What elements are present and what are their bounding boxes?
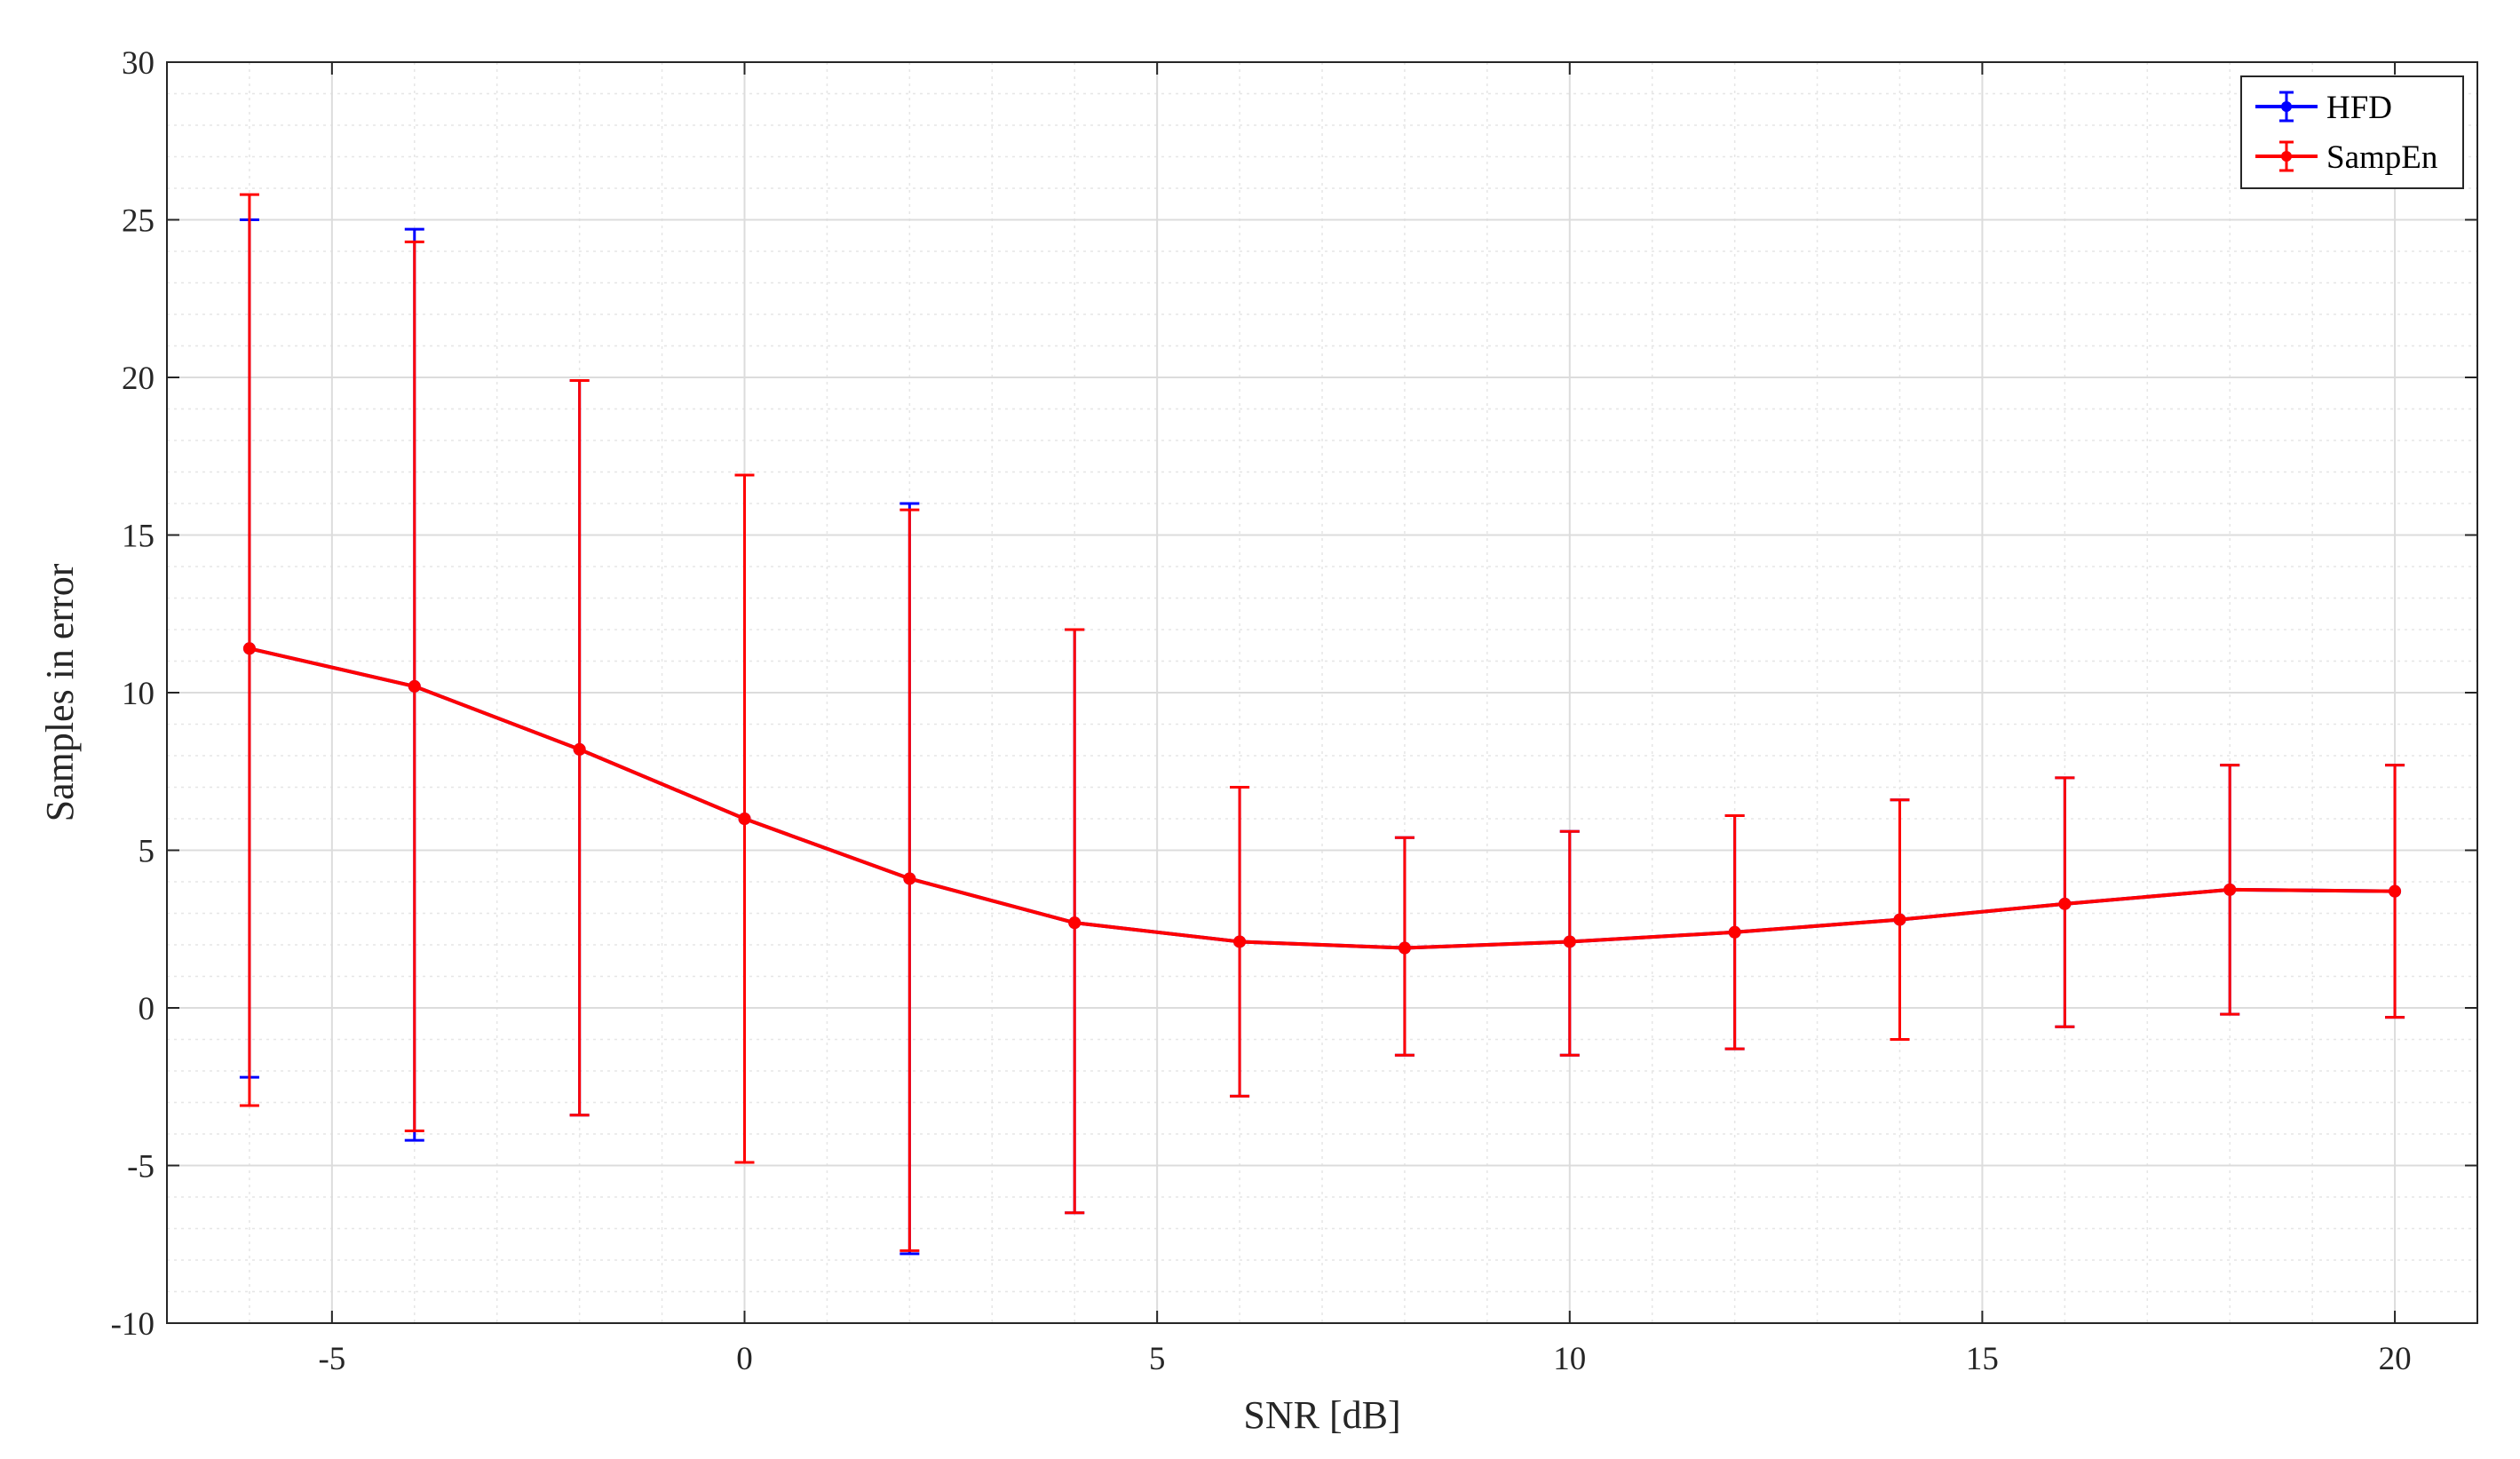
data-point bbox=[1068, 916, 1082, 930]
x-tick-label: 20 bbox=[2379, 1341, 2412, 1377]
x-tick-label: 10 bbox=[1553, 1341, 1586, 1377]
data-point bbox=[2389, 884, 2402, 898]
legend-swatch-marker bbox=[2281, 151, 2292, 162]
data-point bbox=[1893, 913, 1906, 926]
data-point bbox=[1563, 935, 1576, 948]
data-point bbox=[1398, 941, 1411, 955]
legend-label-hfd: HFD bbox=[2326, 90, 2392, 126]
series-sampen bbox=[239, 193, 2405, 1252]
y-tick-label: 20 bbox=[122, 361, 155, 397]
y-tick-label: 0 bbox=[139, 991, 155, 1027]
x-tick-label: 0 bbox=[736, 1341, 753, 1377]
legend-box bbox=[2240, 75, 2464, 189]
y-axis: -10 -5 0 5 10 15 20 25 30 bbox=[111, 45, 2477, 1343]
y-tick-label: -10 bbox=[111, 1306, 155, 1343]
data-point bbox=[2058, 897, 2072, 910]
data-point bbox=[2223, 883, 2237, 896]
data-point bbox=[573, 742, 586, 756]
y-tick-label: -5 bbox=[127, 1149, 155, 1185]
x-axis-title: SNR [dB] bbox=[1243, 1393, 1400, 1437]
x-tick-label: -5 bbox=[318, 1341, 345, 1377]
y-tick-label: 30 bbox=[122, 45, 155, 82]
x-tick-label: 5 bbox=[1149, 1341, 1166, 1377]
y-axis-title: Samples in error bbox=[38, 563, 82, 821]
series-line bbox=[249, 646, 2396, 950]
legend-label-sampen: SampEn bbox=[2326, 139, 2437, 176]
y-tick-label: 15 bbox=[122, 519, 155, 555]
legend[interactable]: HFD SampEn bbox=[2240, 75, 2464, 189]
minor-grid bbox=[166, 62, 2478, 1323]
data-point bbox=[408, 679, 421, 693]
legend-swatch-marker bbox=[2281, 101, 2292, 112]
data-point bbox=[738, 813, 751, 825]
y-tick-label: 10 bbox=[122, 676, 155, 712]
data-point bbox=[242, 642, 256, 655]
data-point bbox=[1728, 925, 1741, 939]
series-layer bbox=[239, 193, 2405, 1256]
y-tick-label: 25 bbox=[122, 203, 155, 240]
data-point bbox=[1233, 935, 1247, 948]
y-tick-label: 5 bbox=[139, 834, 155, 870]
x-tick-label: 15 bbox=[1966, 1341, 1999, 1377]
x-axis: -5 0 5 10 15 20 bbox=[318, 62, 2412, 1377]
data-point bbox=[903, 872, 916, 885]
